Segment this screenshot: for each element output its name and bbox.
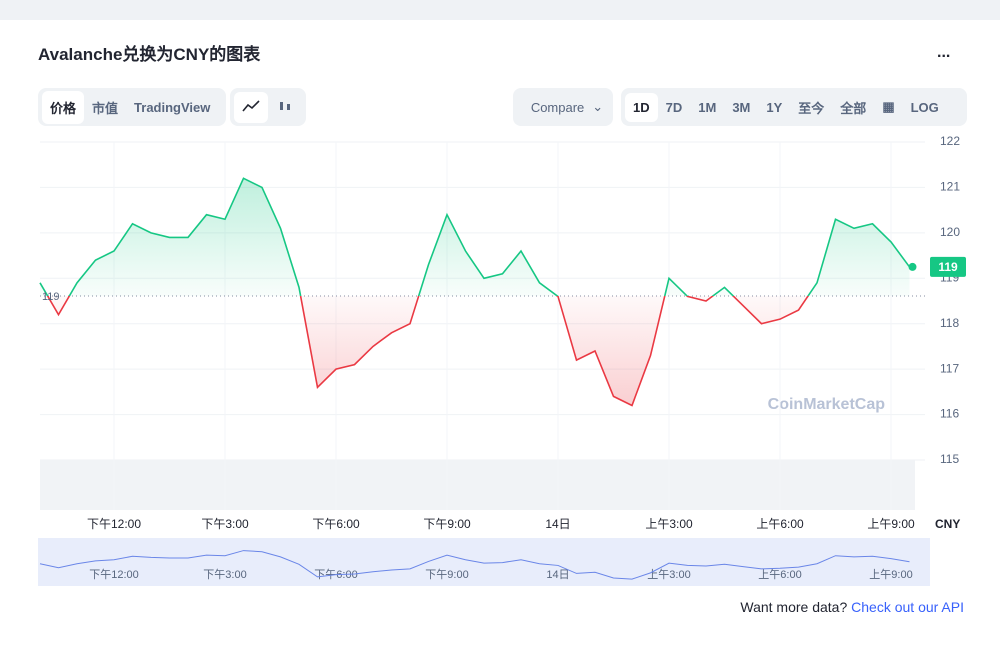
nav-tick-label: 14日: [546, 569, 569, 581]
y-tick-label: 122: [940, 134, 960, 148]
nav-tick-label: 上午6:00: [758, 568, 801, 581]
range-group: 1D 7D 1M 3M 1Y 至今 全部 ▦ LOG: [621, 88, 967, 126]
log[interactable]: LOG: [910, 99, 939, 115]
volume-area: [40, 460, 915, 510]
tab[interactable]: 价格: [42, 90, 85, 124]
x-tick-label: 上午3:00: [645, 517, 693, 531]
tab[interactable]: TradingView: [134, 99, 211, 115]
y-tick-label: 117: [940, 361, 959, 375]
x-tick-label: 14日: [545, 517, 570, 531]
chart: CNY CoinMarketCap 115 116 117 118 119 120 121 1…: [38, 134, 966, 586]
tab[interactable]: 市值: [92, 100, 119, 116]
navigator: [38, 538, 930, 586]
range[interactable]: 全部: [840, 100, 867, 116]
range[interactable]: 至今: [798, 100, 825, 116]
x-tick-label: 上午6:00: [756, 517, 804, 531]
price-line: [39, 177, 911, 407]
y-tick-label: 120: [940, 225, 960, 239]
nav-line: [39, 550, 910, 580]
baseline-label: 119: [42, 291, 60, 303]
nav-tick-label: 下午3:00: [203, 568, 246, 581]
candle-style[interactable]: [268, 92, 302, 123]
watermark: CoinMarketCap: [768, 396, 886, 413]
api-link[interactable]: Check out our API: [851, 599, 964, 615]
top-bar: [0, 0, 1000, 20]
tab-group: 价格 市值 TradingView: [38, 88, 226, 126]
title: Avalanche兑换为CNY的图表: [38, 45, 261, 64]
menu[interactable]: ...: [937, 44, 951, 61]
x-tick-label: 下午6:00: [312, 517, 360, 531]
range[interactable]: 3M: [732, 99, 751, 115]
x-tick-label: 下午12:00: [87, 517, 141, 531]
nav-tick-label: 上午9:00: [869, 568, 912, 581]
y-tick-label: 121: [940, 180, 960, 194]
compare-label: Compare: [530, 99, 585, 115]
y-tick-label: 116: [940, 407, 959, 421]
y-tick-label: 118: [940, 316, 959, 330]
x-tick-label: 下午3:00: [201, 517, 249, 531]
currency: CNY: [935, 517, 960, 531]
range[interactable]: 1Y: [766, 99, 783, 115]
nav-tick-label: 下午9:00: [425, 568, 468, 581]
calendar[interactable]: ▦: [882, 99, 895, 114]
range[interactable]: 1M: [698, 99, 717, 115]
footer: Want more data? Check out our API: [740, 599, 964, 615]
chart-style: [230, 88, 306, 126]
x-tick-label: 上午9:00: [867, 517, 915, 531]
range[interactable]: 1D: [625, 92, 658, 122]
current-tag: [930, 256, 966, 277]
range[interactable]: 7D: [665, 99, 683, 115]
y-tick-label: 115: [940, 452, 959, 466]
current-label: 119: [938, 260, 958, 274]
footer-text: Want more data?: [740, 599, 848, 615]
x-tick-label: 下午9:00: [423, 517, 471, 531]
line-style[interactable]: [234, 91, 268, 123]
icon: [280, 101, 290, 110]
icon: [242, 99, 260, 112]
nav-tick-label: 下午12:00: [89, 568, 139, 581]
compare[interactable]: Compare ⌄: [513, 88, 613, 126]
nav-tick-label: 上午3:00: [647, 568, 690, 581]
area: [40, 178, 910, 406]
last-point: [908, 262, 917, 271]
